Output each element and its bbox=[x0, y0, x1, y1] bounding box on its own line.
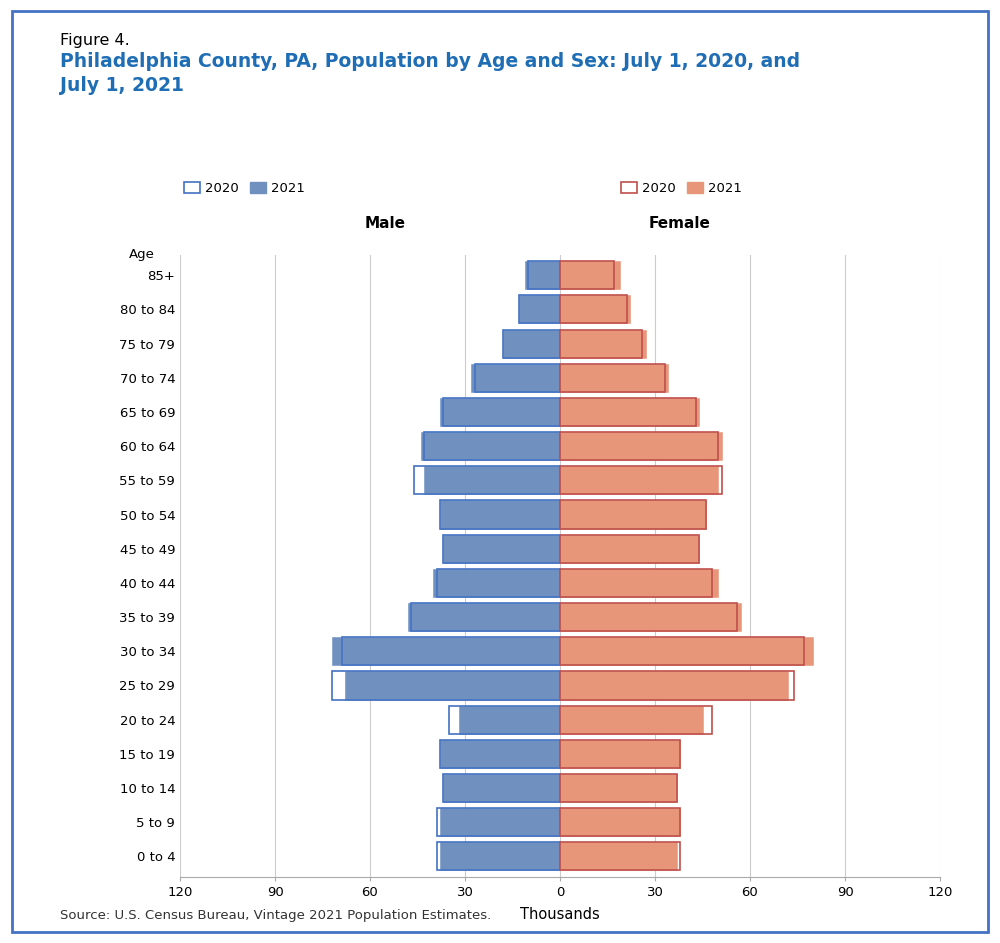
Bar bbox=[560, 466, 718, 494]
Bar bbox=[440, 398, 560, 426]
Bar bbox=[560, 637, 813, 666]
Bar bbox=[560, 295, 626, 323]
Bar bbox=[519, 295, 560, 323]
Bar bbox=[560, 535, 699, 563]
Bar bbox=[411, 604, 560, 631]
Bar bbox=[433, 569, 560, 597]
X-axis label: Thousands: Thousands bbox=[520, 907, 600, 922]
Text: Male: Male bbox=[364, 216, 406, 231]
Bar bbox=[440, 740, 560, 768]
Bar bbox=[560, 329, 642, 357]
Bar bbox=[525, 261, 560, 290]
Bar bbox=[560, 842, 680, 870]
Bar bbox=[449, 705, 560, 734]
Bar bbox=[560, 501, 706, 528]
Bar bbox=[560, 671, 788, 700]
Bar bbox=[332, 637, 560, 666]
Bar bbox=[440, 740, 560, 768]
Bar bbox=[424, 466, 560, 494]
Bar bbox=[560, 398, 699, 426]
Bar bbox=[414, 466, 560, 494]
Bar bbox=[560, 466, 722, 494]
Bar bbox=[440, 808, 560, 836]
Bar bbox=[519, 295, 560, 323]
Bar bbox=[503, 329, 560, 357]
Bar bbox=[408, 604, 560, 631]
Bar bbox=[443, 774, 560, 802]
Bar bbox=[440, 501, 560, 528]
Bar bbox=[560, 535, 699, 563]
Bar bbox=[560, 569, 718, 597]
Bar bbox=[560, 604, 740, 631]
Legend: 2020, 2021: 2020, 2021 bbox=[616, 177, 747, 201]
Bar bbox=[443, 398, 560, 426]
Bar bbox=[560, 364, 664, 391]
Bar bbox=[560, 808, 680, 836]
Bar bbox=[560, 842, 677, 870]
Bar bbox=[560, 501, 706, 528]
Bar bbox=[560, 774, 677, 802]
Text: Philadelphia County, PA, Population by Age and Sex: July 1, 2020, and
July 1, 20: Philadelphia County, PA, Population by A… bbox=[60, 52, 800, 95]
Text: Source: U.S. Census Bureau, Vintage 2021 Population Estimates.: Source: U.S. Census Bureau, Vintage 2021… bbox=[60, 909, 491, 922]
Bar bbox=[342, 637, 560, 666]
Bar bbox=[471, 364, 560, 391]
Bar bbox=[443, 535, 560, 563]
Bar bbox=[424, 432, 560, 460]
Bar bbox=[440, 842, 560, 870]
Bar bbox=[560, 740, 680, 768]
Bar bbox=[443, 774, 560, 802]
Bar bbox=[436, 808, 560, 836]
Bar bbox=[421, 432, 560, 460]
Bar bbox=[560, 261, 620, 290]
Bar bbox=[332, 671, 560, 700]
Bar bbox=[436, 842, 560, 870]
Bar bbox=[560, 329, 646, 357]
Bar bbox=[560, 671, 794, 700]
Bar bbox=[560, 705, 712, 734]
Bar bbox=[560, 432, 718, 460]
Bar bbox=[560, 740, 680, 768]
Text: Age: Age bbox=[129, 248, 155, 261]
Bar bbox=[560, 398, 696, 426]
Bar bbox=[528, 261, 560, 290]
Bar bbox=[440, 501, 560, 528]
Bar bbox=[459, 705, 560, 734]
Bar bbox=[443, 535, 560, 563]
Bar bbox=[436, 569, 560, 597]
Text: Female: Female bbox=[649, 216, 711, 231]
Bar bbox=[560, 705, 702, 734]
Bar bbox=[345, 671, 560, 700]
Bar bbox=[560, 432, 722, 460]
Bar bbox=[503, 329, 560, 357]
Bar bbox=[560, 637, 804, 666]
Bar bbox=[560, 364, 668, 391]
Bar bbox=[560, 569, 712, 597]
Bar bbox=[560, 774, 677, 802]
Text: Figure 4.: Figure 4. bbox=[60, 33, 130, 48]
Bar bbox=[560, 808, 680, 836]
Bar bbox=[560, 295, 630, 323]
Bar bbox=[560, 261, 614, 290]
Bar bbox=[475, 364, 560, 391]
Bar bbox=[560, 604, 737, 631]
